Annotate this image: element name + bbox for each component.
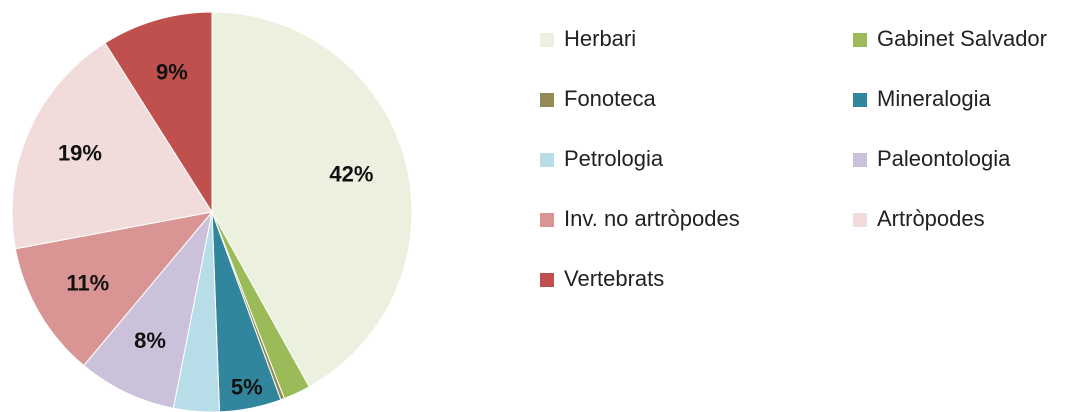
legend-swatch bbox=[540, 33, 554, 47]
data-label: 42% bbox=[329, 162, 373, 187]
pie-slice bbox=[211, 11, 413, 388]
data-label: 5% bbox=[231, 374, 263, 399]
data-label: 11% bbox=[66, 271, 109, 296]
legend-label: Gabinet Salvador bbox=[877, 26, 1047, 51]
data-label: 19% bbox=[58, 140, 102, 165]
legend-label: Vertebrats bbox=[564, 266, 664, 291]
pie-slice bbox=[14, 211, 214, 367]
legend-swatch bbox=[540, 93, 554, 107]
pie-slice bbox=[104, 11, 213, 214]
legend-label: Herbari bbox=[564, 26, 636, 51]
legend-swatch bbox=[853, 93, 867, 107]
legend-swatch bbox=[540, 213, 554, 227]
legend-label: Inv. no artròpodes bbox=[564, 206, 740, 231]
data-label: 9% bbox=[156, 60, 188, 85]
legend-label: Petrologia bbox=[564, 146, 664, 171]
legend-label: Paleontologia bbox=[877, 146, 1011, 171]
pie-slice bbox=[83, 211, 213, 409]
legend-swatch bbox=[540, 273, 554, 287]
legend-label: Fonoteca bbox=[564, 86, 656, 111]
legend-swatch bbox=[853, 153, 867, 167]
legend-swatch bbox=[540, 153, 554, 167]
legend-label: Mineralogia bbox=[877, 86, 991, 111]
legend-swatch bbox=[853, 213, 867, 227]
pie-slice bbox=[11, 42, 213, 250]
legend-label: Artròpodes bbox=[877, 206, 985, 231]
legend-swatch bbox=[853, 33, 867, 47]
data-label: 8% bbox=[134, 328, 166, 353]
